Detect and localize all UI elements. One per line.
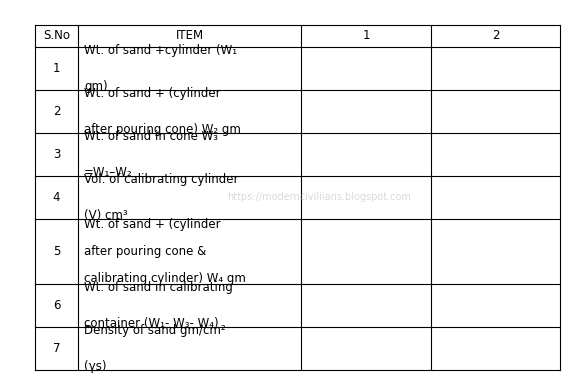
Text: 3: 3: [53, 148, 60, 161]
Text: Vol. of calibrating cylinder: Vol. of calibrating cylinder: [84, 173, 238, 186]
Text: 5: 5: [53, 245, 60, 258]
Text: Density of sand gm/cm²: Density of sand gm/cm²: [84, 324, 225, 337]
Text: Wt. of sand in calibrating: Wt. of sand in calibrating: [84, 281, 233, 294]
Text: ITEM: ITEM: [176, 29, 204, 42]
Text: (γs): (γs): [84, 360, 107, 373]
Text: Wt. of sand + (cylinder: Wt. of sand + (cylinder: [84, 218, 221, 231]
Text: 2: 2: [53, 105, 60, 118]
Text: calibrating cylinder) W₄ gm: calibrating cylinder) W₄ gm: [84, 272, 246, 285]
Text: https://modernciviliians.blogspot.com: https://modernciviliians.blogspot.com: [227, 192, 411, 203]
Text: Wt. of sand in cone W₃: Wt. of sand in cone W₃: [84, 130, 218, 143]
Text: 4: 4: [53, 191, 60, 204]
Text: Wt. of sand +cylinder (W₁: Wt. of sand +cylinder (W₁: [84, 44, 237, 57]
Text: after pouring cone &: after pouring cone &: [84, 245, 206, 258]
Text: 6: 6: [53, 299, 60, 312]
Text: container (W₁- W₃- W₄): container (W₁- W₃- W₄): [84, 317, 219, 330]
Text: Wt. of sand + (cylinder: Wt. of sand + (cylinder: [84, 87, 221, 100]
Text: gm): gm): [84, 80, 107, 93]
Text: 2: 2: [492, 29, 499, 42]
Text: after pouring cone) W₂ gm: after pouring cone) W₂ gm: [84, 123, 241, 136]
Text: 7: 7: [53, 342, 60, 355]
Text: 1: 1: [362, 29, 370, 42]
Text: =W₁–W₂: =W₁–W₂: [84, 166, 133, 179]
Text: (V) cm³: (V) cm³: [84, 209, 128, 222]
Text: 1: 1: [53, 62, 60, 75]
Text: S.No: S.No: [43, 29, 70, 42]
